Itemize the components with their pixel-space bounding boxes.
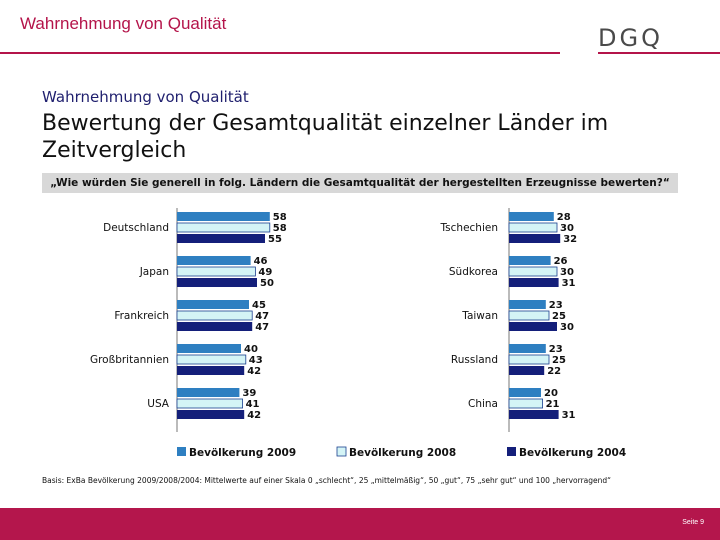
category-label: Großbritannien [90, 354, 169, 366]
category-label: USA [147, 398, 170, 410]
data-label: 58 [273, 223, 287, 234]
footer-bar: Seite 9 [0, 508, 720, 540]
legend-label: Bevölkerung 2004 [519, 447, 626, 459]
data-label: 43 [249, 355, 263, 366]
bar [508, 222, 558, 233]
data-label: 30 [560, 322, 574, 333]
data-label: 39 [242, 388, 256, 399]
bar [176, 222, 271, 233]
legend-label: Bevölkerung 2008 [349, 447, 456, 459]
data-label: 26 [554, 256, 568, 267]
bar [509, 366, 545, 375]
page-number: Seite 9 [682, 519, 704, 526]
data-label: 30 [560, 223, 574, 234]
bar [177, 366, 245, 375]
bar [177, 410, 245, 419]
logo-text: DGQ [598, 24, 663, 52]
bar [177, 322, 253, 331]
bar [509, 278, 559, 287]
bar [177, 300, 249, 309]
title-divider [0, 52, 560, 54]
survey-question: „Wie würden Sie generell in folg. Länder… [42, 173, 678, 193]
category-label: Deutschland [103, 222, 169, 234]
legend-swatch [336, 446, 347, 457]
data-label: 28 [557, 212, 571, 223]
data-label: 21 [546, 399, 560, 410]
data-label: 23 [549, 344, 563, 355]
logo-divider [598, 52, 720, 54]
bar [509, 300, 546, 309]
bar [509, 256, 551, 265]
bar [509, 212, 554, 221]
data-label: 42 [247, 410, 261, 421]
bar-chart: Deutschland585855Japan464950Frankreich45… [90, 208, 626, 459]
bar [509, 234, 561, 243]
slide-title: Wahrnehmung von Qualität [20, 14, 227, 33]
category-label: Südkorea [449, 266, 498, 278]
legend-swatch [507, 447, 516, 456]
data-label: 20 [544, 388, 558, 399]
category-label: Japan [139, 266, 169, 278]
bar [177, 256, 251, 265]
bar [177, 278, 257, 287]
bar [176, 398, 243, 409]
category-label: Taiwan [461, 310, 498, 322]
bar [508, 398, 543, 409]
bar [176, 266, 256, 277]
data-label: 30 [560, 267, 574, 278]
data-label: 42 [247, 366, 261, 377]
bar [508, 310, 550, 321]
footnote: Basis: ExBa Bevölkerung 2009/2008/2004: … [42, 476, 612, 485]
bar [508, 354, 550, 365]
bar [177, 388, 240, 397]
bar [508, 266, 558, 277]
data-label: 47 [255, 322, 269, 333]
data-label: 45 [252, 300, 266, 311]
dgq-logo: DGQ [598, 24, 663, 52]
category-label: Russland [451, 354, 498, 366]
data-label: 32 [563, 234, 577, 245]
data-label: 22 [547, 366, 561, 377]
bar [509, 322, 557, 331]
bar [176, 354, 247, 365]
data-label: 50 [260, 278, 274, 289]
chart-subtitle: Wahrnehmung von Qualität [42, 88, 249, 106]
bar [177, 344, 241, 353]
data-label: 41 [246, 399, 260, 410]
data-label: 25 [552, 355, 566, 366]
category-label: China [468, 398, 498, 410]
data-label: 49 [258, 267, 272, 278]
data-label: 25 [552, 311, 566, 322]
bar [509, 388, 541, 397]
data-label: 40 [244, 344, 258, 355]
bar [176, 310, 253, 321]
data-label: 23 [549, 300, 563, 311]
legend-swatch [177, 447, 186, 456]
chart-title: Bewertung der Gesamtqualität einzelner L… [42, 111, 609, 163]
category-label: Frankreich [114, 310, 169, 322]
category-label: Tschechien [440, 222, 499, 234]
data-label: 47 [255, 311, 269, 322]
data-label: 58 [273, 212, 287, 223]
bar [177, 234, 265, 243]
data-label: 46 [254, 256, 268, 267]
bar [177, 212, 270, 221]
data-label: 55 [268, 234, 282, 245]
data-label: 31 [562, 278, 576, 289]
bar [509, 344, 546, 353]
bar [509, 410, 559, 419]
data-label: 31 [562, 410, 576, 421]
legend-label: Bevölkerung 2009 [189, 447, 296, 459]
